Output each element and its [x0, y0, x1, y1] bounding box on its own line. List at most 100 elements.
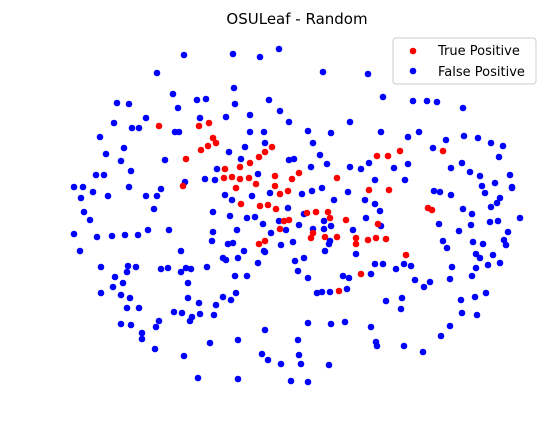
- data-point-false-positive: [142, 114, 150, 122]
- data-point-true-positive: [285, 216, 293, 224]
- data-point-false-positive: [117, 320, 125, 328]
- data-point-false-positive: [261, 326, 269, 334]
- data-point-false-positive: [494, 217, 502, 225]
- chart-title: OSULeaf - Random: [226, 10, 367, 28]
- data-point-false-positive: [248, 192, 256, 200]
- data-point-false-positive: [134, 231, 142, 239]
- data-point-false-positive: [135, 124, 143, 132]
- data-point-false-positive: [404, 160, 412, 168]
- data-point-true-positive: [276, 225, 284, 233]
- data-point-false-positive: [491, 179, 499, 187]
- data-point-false-positive: [437, 332, 445, 340]
- data-point-false-positive: [294, 267, 302, 275]
- data-point-true-positive: [295, 169, 303, 177]
- data-point-false-positive: [123, 304, 131, 312]
- data-point-false-positive: [150, 205, 158, 213]
- data-point-false-positive: [439, 237, 447, 245]
- data-point-false-positive: [97, 289, 105, 297]
- data-point-true-positive: [309, 229, 317, 237]
- data-point-false-positive: [500, 236, 508, 244]
- data-point-false-positive: [344, 188, 352, 196]
- data-point-true-positive: [272, 205, 280, 213]
- legend-label-false-positive: False Positive: [438, 65, 525, 80]
- data-point-false-positive: [397, 305, 405, 313]
- data-point-true-positive: [402, 251, 410, 259]
- legend-box: [392, 37, 537, 85]
- data-point-false-positive: [164, 264, 172, 272]
- data-point-false-positive: [70, 183, 78, 191]
- data-point-false-positive: [295, 221, 303, 229]
- legend: True Positive False Positive: [392, 37, 537, 85]
- data-point-false-positive: [277, 360, 285, 368]
- data-point-true-positive: [335, 287, 343, 295]
- data-point-false-positive: [304, 127, 312, 135]
- data-point-false-positive: [430, 187, 438, 195]
- data-point-true-positive: [182, 155, 190, 163]
- data-point-true-positive: [261, 148, 269, 156]
- data-point-true-positive: [333, 174, 341, 182]
- data-point-false-positive: [196, 310, 204, 318]
- data-point-false-positive: [489, 251, 497, 259]
- data-point-false-positive: [113, 99, 121, 107]
- data-point-true-positive: [342, 216, 350, 224]
- data-point-false-positive: [138, 329, 146, 337]
- data-point-false-positive: [182, 264, 190, 272]
- data-point-false-positive: [400, 260, 408, 268]
- series-true-positive: [155, 119, 447, 295]
- data-point-true-positive: [255, 240, 263, 248]
- data-point-false-positive: [256, 53, 264, 61]
- data-point-false-positive: [291, 257, 299, 265]
- data-point-false-positive: [254, 170, 262, 178]
- data-point-false-positive: [415, 128, 423, 136]
- data-point-false-positive: [259, 220, 267, 228]
- data-point-false-positive: [327, 320, 335, 328]
- data-point-false-positive: [290, 155, 298, 163]
- data-point-false-positive: [377, 128, 385, 136]
- data-point-false-positive: [169, 90, 177, 98]
- data-point-false-positive: [93, 233, 101, 241]
- data-point-false-positive: [411, 276, 419, 284]
- data-point-false-positive: [304, 274, 312, 282]
- data-point-true-positive: [288, 175, 296, 183]
- data-point-false-positive: [379, 93, 387, 101]
- data-point-false-positive: [171, 128, 179, 136]
- data-point-true-positive: [384, 152, 392, 160]
- data-point-false-positive: [504, 228, 512, 236]
- data-point-false-positive: [240, 247, 248, 255]
- data-point-false-positive: [152, 323, 160, 331]
- data-point-false-positive: [230, 84, 238, 92]
- data-point-false-positive: [178, 309, 186, 317]
- data-point-false-positive: [433, 98, 441, 106]
- data-point-false-positive: [144, 226, 152, 234]
- data-point-true-positive: [324, 208, 332, 216]
- data-point-false-positive: [308, 187, 316, 195]
- data-point-false-positive: [231, 272, 239, 280]
- data-point-false-positive: [304, 378, 312, 386]
- data-point-true-positive: [256, 202, 264, 210]
- data-point-false-positive: [339, 272, 347, 280]
- data-point-true-positive: [385, 186, 393, 194]
- data-point-true-positive: [396, 147, 404, 155]
- data-point-false-positive: [343, 285, 351, 293]
- data-point-false-positive: [325, 361, 333, 369]
- data-point-false-positive: [206, 339, 214, 347]
- data-point-false-positive: [436, 188, 444, 196]
- data-point-false-positive: [219, 293, 227, 301]
- data-point-false-positive: [234, 375, 242, 383]
- data-point-true-positive: [333, 233, 341, 241]
- data-point-true-positive: [352, 240, 360, 248]
- data-point-false-positive: [479, 240, 487, 248]
- data-point-false-positive: [86, 216, 94, 224]
- data-point-false-positive: [266, 189, 274, 197]
- data-point-false-positive: [227, 296, 235, 304]
- data-point-false-positive: [362, 214, 370, 222]
- data-point-false-positive: [496, 259, 504, 267]
- data-point-true-positive: [284, 187, 292, 195]
- data-point-false-positive: [321, 247, 329, 255]
- data-point-false-positive: [482, 289, 490, 297]
- data-point-false-positive: [153, 69, 161, 77]
- data-point-false-positive: [177, 268, 185, 276]
- data-point-true-positive: [232, 184, 240, 192]
- data-point-false-positive: [188, 313, 196, 321]
